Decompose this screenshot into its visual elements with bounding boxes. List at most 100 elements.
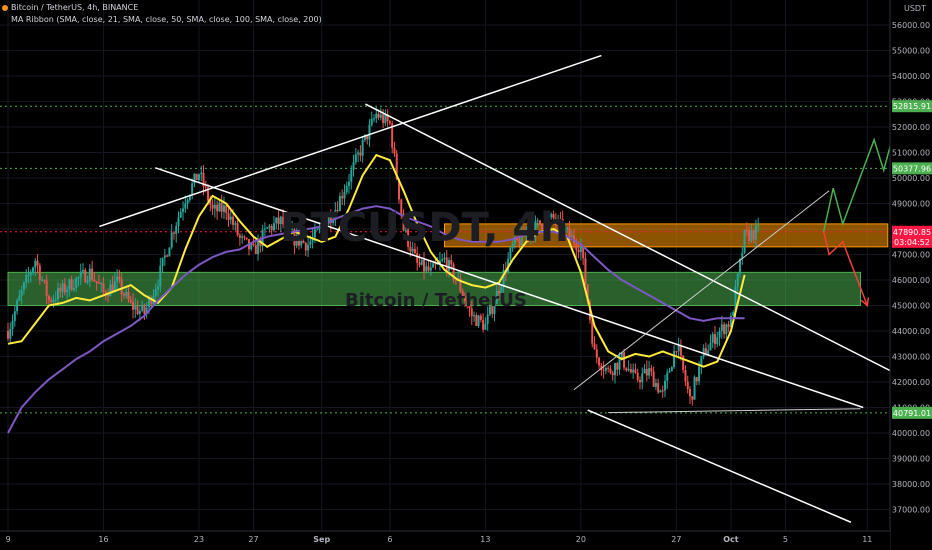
candle-body	[691, 396, 694, 400]
candle-body	[63, 283, 66, 293]
price-label-badge	[892, 162, 932, 175]
candle-body	[154, 289, 157, 296]
candle-body	[689, 389, 691, 397]
candle-body	[561, 219, 564, 233]
candle-body	[200, 172, 203, 175]
time-tick-label: 9	[5, 535, 10, 544]
candle-body	[297, 234, 300, 246]
candle-body	[72, 288, 75, 290]
candle-body	[277, 217, 280, 225]
candle-body	[663, 380, 666, 391]
price-label-badge	[892, 225, 932, 248]
symbol-title[interactable]: Bitcoin / TetherUS, 4h, BINANCE	[2, 3, 138, 12]
candle-body	[107, 295, 110, 297]
ma-line-sma-100	[7, 205, 745, 434]
candle-body	[77, 277, 80, 279]
candle-body	[254, 245, 257, 254]
candle-body	[652, 371, 655, 387]
candle-body	[698, 366, 701, 382]
candle-body	[548, 217, 551, 219]
time-axis[interactable]: 9162327Sep6132027Oct51118	[0, 530, 932, 550]
candle-body	[50, 300, 53, 303]
candle-body	[482, 319, 485, 330]
candle-body	[700, 356, 703, 367]
candle-body	[159, 265, 162, 287]
price-tick-label: 40000.00	[892, 429, 930, 438]
candle-body	[709, 342, 712, 351]
candle-body	[498, 290, 501, 294]
candle-body	[279, 216, 282, 225]
candle-body	[643, 368, 646, 374]
candle-body	[754, 225, 757, 240]
candle-body	[134, 306, 137, 310]
candle-body	[677, 345, 680, 352]
price-tick-label: 52000.00	[892, 123, 930, 132]
price-tick-label: 55000.00	[892, 47, 930, 56]
candle-body	[593, 343, 596, 350]
candle-body	[743, 229, 746, 253]
candle-body	[550, 214, 553, 218]
candle-body	[570, 235, 573, 238]
candle-body	[243, 236, 246, 238]
candle-body	[266, 227, 269, 229]
candle-body	[218, 202, 221, 212]
candle-body	[325, 224, 328, 232]
projection-arrowhead-icon	[860, 297, 870, 307]
candle-body	[375, 113, 378, 119]
candle-body	[454, 279, 457, 281]
candle-body	[45, 280, 48, 296]
candle-body	[484, 323, 487, 330]
candle-body	[400, 199, 403, 214]
candle-body	[52, 299, 55, 303]
candle-body	[229, 216, 232, 220]
candle-body	[295, 234, 298, 246]
candle-body	[445, 257, 448, 271]
candle-body	[752, 230, 755, 240]
candle-body	[9, 329, 12, 339]
candle-body	[334, 210, 337, 219]
price-label-value: 40791.01	[893, 409, 931, 418]
candle-body	[161, 257, 164, 266]
indicator-legend[interactable]: MA Ribbon (SMA, close, 21, SMA, close, 5…	[11, 15, 322, 24]
candle-body	[616, 363, 619, 370]
candle-body	[509, 247, 512, 259]
time-tick-label: 23	[194, 535, 204, 544]
candle-body	[411, 248, 414, 252]
candle-body	[513, 237, 516, 244]
candle-body	[600, 365, 603, 370]
candle-body	[95, 281, 98, 283]
price-tick-label: 37000.00	[892, 506, 930, 515]
candle-body	[734, 286, 737, 312]
candle-body	[116, 276, 119, 282]
projection-path-1	[822, 103, 903, 232]
candle-body	[25, 275, 28, 283]
candle-body	[707, 350, 710, 356]
candle-body	[720, 324, 723, 332]
candle-body	[141, 305, 144, 311]
candle-body	[138, 310, 141, 314]
candle-body	[386, 114, 389, 122]
candle-body	[232, 216, 235, 225]
price-label-badge	[892, 406, 932, 419]
candle-body	[86, 281, 89, 283]
candle-body	[395, 153, 398, 180]
candle-body	[563, 228, 566, 233]
candle-body	[22, 282, 25, 290]
candle-body	[43, 279, 46, 281]
candle-body	[252, 243, 255, 246]
candle-body	[284, 221, 287, 225]
candle-body	[714, 334, 717, 345]
candle-body	[27, 274, 30, 276]
candle-body	[527, 233, 530, 237]
candle-body	[204, 186, 207, 188]
time-tick-label: 5	[783, 535, 788, 544]
candle-body	[495, 290, 498, 304]
time-tick-label: 27	[248, 535, 258, 544]
candle-body	[552, 214, 555, 219]
candle-body	[70, 279, 73, 290]
candle-body	[79, 271, 82, 278]
price-axis[interactable]: USDT37000.0038000.0039000.0040000.004100…	[889, 0, 932, 550]
candle-body	[748, 230, 751, 241]
candle-body	[618, 358, 621, 370]
